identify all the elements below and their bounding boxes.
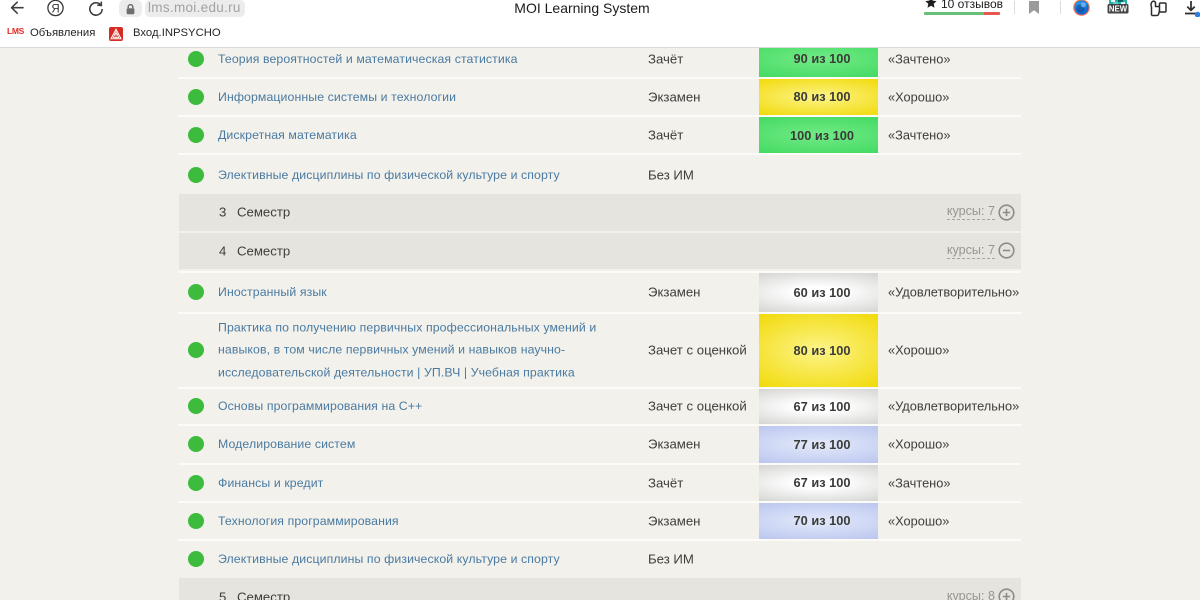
svg-text:Я: Я: [51, 3, 59, 15]
svg-text:NEW: NEW: [1109, 5, 1128, 14]
